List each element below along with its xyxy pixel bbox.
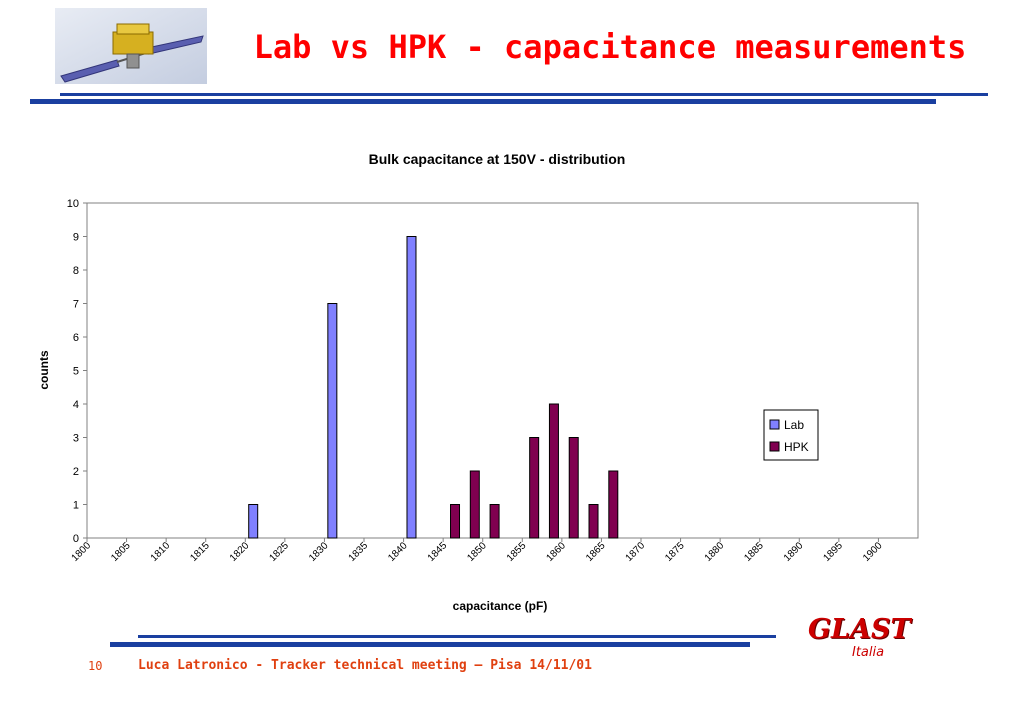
y-tick-label: 8 — [73, 265, 79, 277]
glast-logo-text: GLAST — [808, 614, 911, 645]
x-tick-label: 1885 — [742, 540, 766, 564]
x-tick-label: 1875 — [663, 540, 687, 564]
bar-hpk — [469, 470, 480, 539]
x-tick-label: 1850 — [465, 540, 489, 564]
bar-hpk — [450, 504, 461, 539]
bar-hpk — [548, 403, 559, 539]
y-tick-label: 9 — [73, 232, 79, 244]
y-tick-label: 6 — [73, 332, 79, 344]
y-tick-label: 3 — [73, 433, 79, 445]
bar-lab — [248, 504, 259, 539]
y-tick-label: 5 — [73, 366, 79, 378]
x-tick-label: 1870 — [624, 540, 648, 564]
x-tick-label: 1830 — [307, 540, 331, 564]
x-tick-label: 1845 — [426, 540, 450, 564]
bar-hpk — [608, 470, 619, 539]
bar-hpk — [489, 504, 500, 539]
x-tick-label: 1840 — [386, 540, 410, 564]
x-tick-label: 1855 — [505, 540, 529, 564]
bar-hpk — [529, 437, 540, 539]
x-tick-label: 1890 — [782, 540, 806, 564]
footer-rule-thick — [110, 642, 750, 647]
plot-area — [86, 202, 919, 539]
bar-hpk — [568, 437, 579, 539]
bar-lab — [406, 236, 417, 539]
x-tick-label: 1825 — [267, 540, 291, 564]
x-tick-label: 1805 — [109, 540, 133, 564]
y-tick-label: 10 — [67, 198, 79, 210]
legend-swatch-lab — [769, 419, 780, 430]
glast-satellite-logo — [55, 8, 207, 84]
legend-label-hpk: HPK — [784, 440, 809, 454]
x-axis-label: capacitance (pF) — [453, 599, 548, 613]
header-rule-thin — [60, 93, 988, 96]
header-rule-thick — [30, 99, 936, 104]
x-tick-label: 1865 — [584, 540, 608, 564]
legend-swatch-hpk — [769, 441, 780, 452]
x-tick-label: 1835 — [347, 540, 371, 564]
italia-logo-text: Italia — [852, 645, 885, 660]
footer-rule-thin — [138, 635, 776, 638]
capacitance-chart: Bulk capacitance at 150V - distribution … — [37, 151, 919, 613]
x-tick-label: 1900 — [861, 540, 885, 564]
y-tick-label: 4 — [73, 399, 79, 411]
footer-text: Luca Latronico - Tracker technical meeti… — [138, 658, 592, 673]
x-tick-label: 1810 — [149, 540, 173, 564]
chart-title: Bulk capacitance at 150V - distribution — [369, 151, 626, 167]
y-tick-label: 2 — [73, 466, 79, 478]
slide-title: Lab vs HPK - capacitance measurements — [253, 28, 967, 66]
x-tick-label: 1815 — [188, 540, 212, 564]
chart-legend: Lab HPK — [763, 409, 819, 461]
y-tick-label: 0 — [73, 533, 79, 545]
x-tick-label: 1880 — [703, 540, 727, 564]
legend-label-lab: Lab — [784, 418, 804, 432]
x-tick-label: 1820 — [228, 540, 252, 564]
bar-hpk — [588, 504, 599, 539]
legend-box — [763, 409, 819, 461]
page-number: 10 — [88, 659, 103, 673]
y-tick-label: 1 — [73, 500, 79, 512]
x-tick-label: 1895 — [821, 540, 845, 564]
bar-lab — [327, 303, 338, 539]
y-axis-label: counts — [37, 350, 51, 390]
x-tick-label: 1860 — [544, 540, 568, 564]
y-tick-label: 7 — [73, 299, 79, 311]
